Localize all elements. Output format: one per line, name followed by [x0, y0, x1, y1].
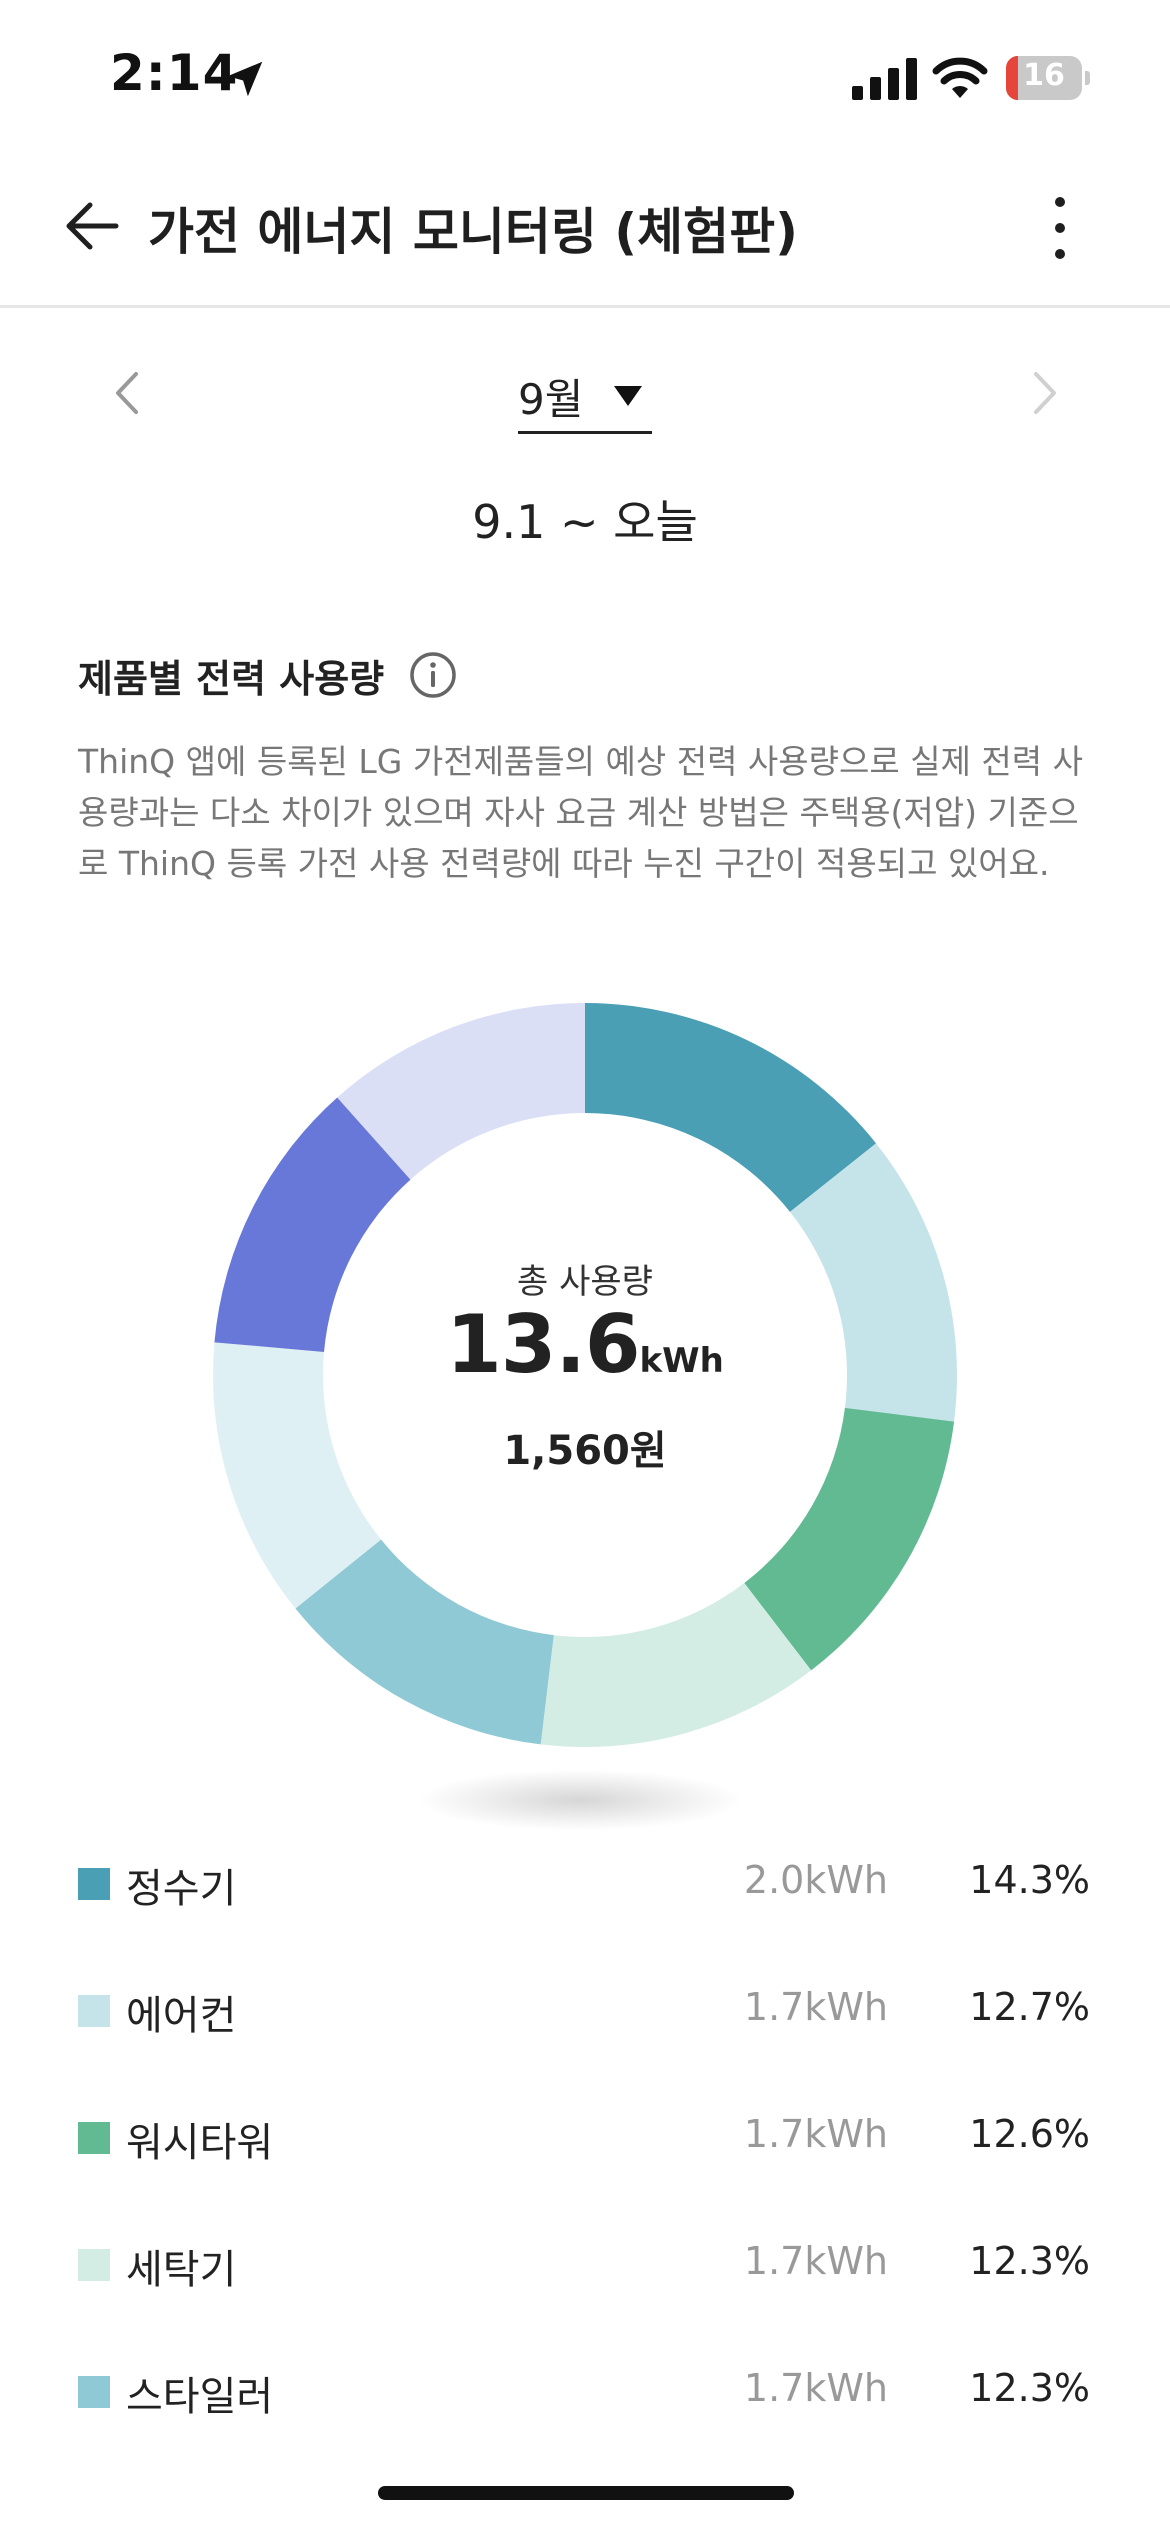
appliance-percent: 14.3% [969, 1858, 1090, 1902]
previous-month-chevron-icon[interactable] [106, 368, 146, 418]
legend-swatch [78, 1868, 110, 1900]
page-title: 가전 에너지 모니터링 (체험판) [148, 203, 798, 261]
appliance-kwh: 1.7kWh [743, 2112, 888, 2156]
appliance-kwh: 1.7kWh [743, 2366, 888, 2410]
total-cost: 1,560원 [503, 1428, 667, 1474]
appliance-name: 워시타워 [126, 2120, 274, 2166]
info-icon[interactable] [408, 650, 458, 700]
appliance-percent: 12.3% [969, 2239, 1090, 2283]
appliance-name: 정수기 [126, 1866, 237, 1912]
section-title: 제품별 전력 사용량 [78, 657, 385, 701]
appliance-name: 에어컨 [126, 1993, 237, 2039]
home-indicator[interactable] [378, 2486, 794, 2500]
battery-icon: 16 [1006, 56, 1090, 100]
back-arrow-icon[interactable] [62, 196, 122, 256]
appliance-percent: 12.3% [969, 2366, 1090, 2410]
status-time: 2:14 [110, 44, 239, 102]
status-bar: 2:14 16 [0, 0, 1170, 150]
donut-slice-4 [540, 1583, 812, 1747]
month-dropdown[interactable]: 9월 [518, 360, 652, 434]
list-item[interactable]: 세탁기 1.7kWh 12.3% [0, 2219, 1170, 2309]
month-label: 9월 [518, 375, 584, 424]
appliance-name: 스타일러 [126, 2374, 274, 2420]
list-item[interactable]: 에어컨 1.7kWh 12.7% [0, 1965, 1170, 2055]
battery-fill [1006, 56, 1019, 100]
usage-donut-chart [213, 1003, 957, 1747]
appliance-percent: 12.6% [969, 2112, 1090, 2156]
appliance-name: 세탁기 [126, 2247, 237, 2293]
location-arrow-icon [227, 61, 263, 97]
appliance-kwh: 1.7kWh [743, 1985, 888, 2029]
legend-swatch [78, 1995, 110, 2027]
legend-swatch [78, 2249, 110, 2281]
list-item[interactable]: 워시타워 1.7kWh 12.6% [0, 2092, 1170, 2182]
donut-slice-8 [337, 1003, 585, 1180]
total-usage-number: 13.6 [446, 1298, 640, 1391]
donut-slice-1 [585, 1003, 877, 1212]
battery-level: 16 [1023, 58, 1065, 93]
list-item[interactable]: 스타일러 1.7kWh 12.3% [0, 2346, 1170, 2436]
date-range: 9.1 ~ 오늘 [472, 495, 698, 549]
caret-down-icon [614, 386, 642, 406]
next-month-chevron-icon[interactable] [1026, 368, 1066, 418]
chart-shadow [420, 1770, 740, 1830]
legend-swatch [78, 2122, 110, 2154]
legend-swatch [78, 2376, 110, 2408]
list-item[interactable]: 정수기 2.0kWh 14.3% [0, 1838, 1170, 1928]
app-header: 가전 에너지 모니터링 (체험판) [0, 150, 1170, 308]
wifi-icon [932, 57, 988, 98]
appliance-kwh: 2.0kWh [743, 1858, 888, 1902]
donut-slice-5 [295, 1539, 554, 1745]
donut-slice-2 [789, 1143, 957, 1422]
cellular-signal-icon [852, 58, 917, 100]
section-description: ThinQ 앱에 등록된 LG 가전제품들의 예상 전력 사용량으로 실제 전력… [78, 742, 1083, 883]
donut-slice-7 [214, 1097, 411, 1352]
donut-slice-3 [744, 1407, 955, 1671]
donut-slice-6 [213, 1342, 382, 1609]
appliance-kwh: 1.7kWh [743, 2239, 888, 2283]
total-usage-value: 13.6kWh [0, 1298, 1170, 1391]
total-usage-unit: kWh [639, 1341, 724, 1381]
appliance-percent: 12.7% [969, 1985, 1090, 2029]
more-options-icon[interactable] [1040, 194, 1080, 262]
total-usage-label: 총 사용량 [517, 1262, 653, 1302]
